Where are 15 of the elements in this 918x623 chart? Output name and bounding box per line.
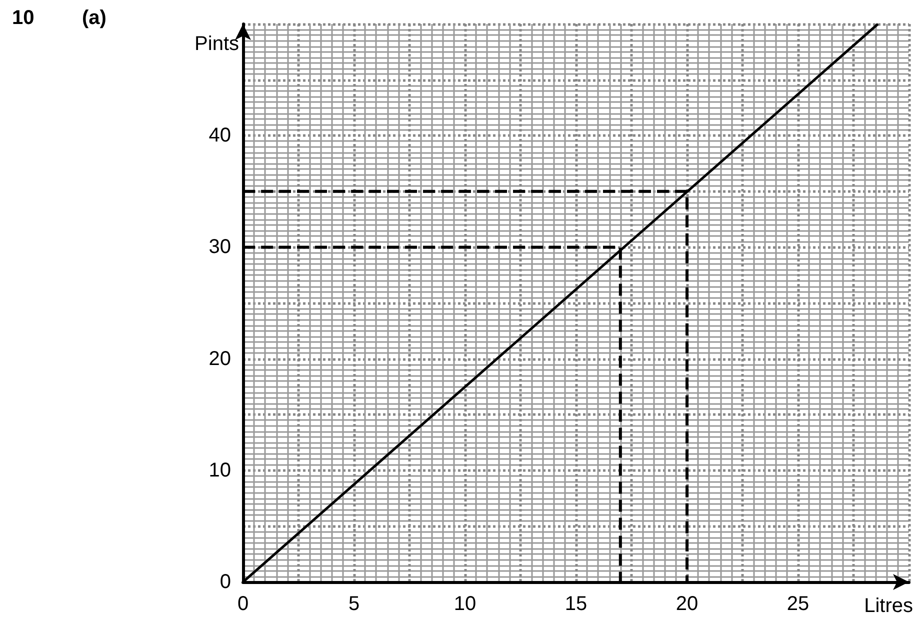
x-tick-label: 15	[564, 593, 588, 615]
y-tick-label: 30	[208, 236, 231, 258]
y-tick-label: 20	[208, 348, 231, 370]
x-tick-label: 0	[237, 593, 249, 615]
text: 10	[12, 7, 34, 29]
x-tick-label: 25	[786, 593, 810, 615]
text: (a)	[82, 7, 106, 29]
y-tick-label: 10	[208, 459, 231, 482]
x-tick-label: 5	[348, 593, 360, 615]
x-tick-label: 10	[454, 593, 476, 615]
x-tick-label: 20	[676, 593, 698, 615]
y-tick-label: 0	[220, 571, 231, 593]
y-axis-title: Pints	[194, 33, 239, 55]
y-tick-label: 40	[208, 124, 231, 147]
x-axis-title: Litres	[864, 595, 913, 617]
